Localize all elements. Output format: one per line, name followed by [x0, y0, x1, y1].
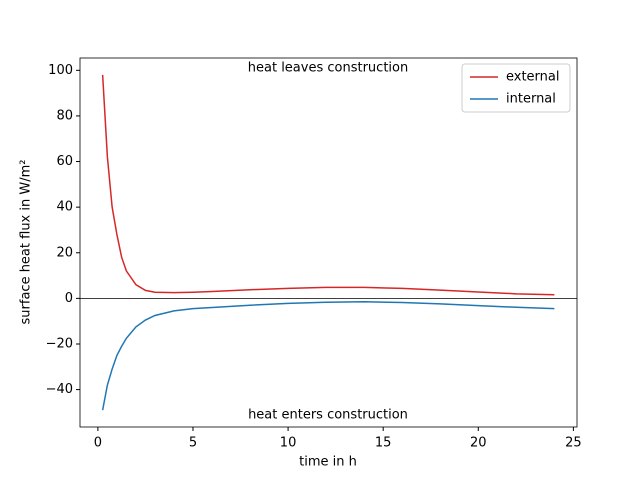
y-tick-label: 100: [48, 63, 73, 78]
y-tick-label: −20: [46, 336, 73, 351]
y-tick-label: 0: [65, 291, 73, 306]
y-tick-label: 60: [56, 154, 73, 169]
legend-box: [461, 63, 571, 113]
annotation: heat enters construction: [248, 408, 408, 423]
legend-label: internal: [506, 92, 556, 107]
plot-frame: [79, 57, 578, 428]
y-axis-label: surface heat flux in W/m²: [19, 160, 34, 325]
x-axis-label: time in h: [299, 455, 357, 470]
line-series: [101, 74, 555, 296]
y-tick-label: 20: [56, 245, 73, 260]
x-tick-label: 20: [470, 436, 487, 451]
line-series: [101, 301, 555, 411]
legend-label: external: [506, 70, 560, 85]
annotation: heat leaves construction: [248, 61, 408, 76]
x-tick-label: 15: [375, 436, 392, 451]
y-tick-label: 80: [56, 108, 73, 123]
x-tick-label: 0: [94, 436, 102, 451]
y-tick-label: 40: [56, 200, 73, 215]
y-tick-label: −40: [46, 382, 73, 397]
x-tick-label: 10: [280, 436, 297, 451]
x-tick-label: 25: [565, 436, 582, 451]
x-tick-label: 5: [189, 436, 197, 451]
